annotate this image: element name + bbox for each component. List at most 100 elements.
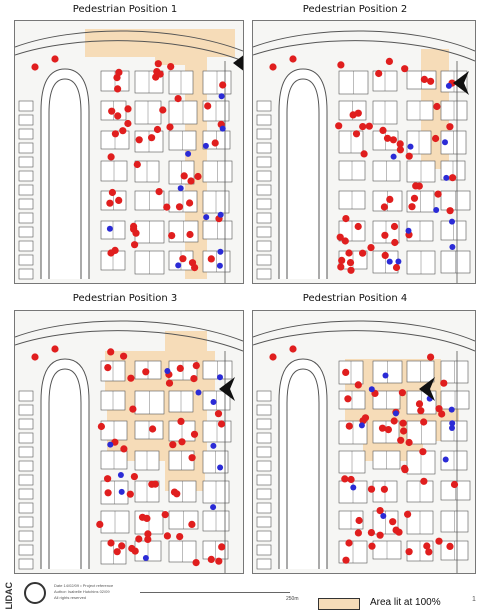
street-lamp-blue <box>210 504 217 511</box>
plot-outline <box>18 558 34 570</box>
street-lamp-red <box>289 55 297 63</box>
scale-label: 250m <box>286 596 299 602</box>
map-panel-1 <box>14 20 244 284</box>
street-lamp-red <box>169 441 177 449</box>
street-lamp-red <box>138 513 147 521</box>
plot-outline <box>256 544 272 556</box>
street-lamp-red <box>349 111 357 119</box>
plot-outline <box>256 128 272 140</box>
street-lamp-red <box>163 203 171 211</box>
street-lamp-red <box>395 528 403 536</box>
street-lamp-blue <box>217 374 223 381</box>
plot-outline <box>18 446 34 458</box>
street-lamp-red <box>420 477 428 485</box>
map-svg-3 <box>15 320 243 573</box>
street-lamp-blue <box>449 425 455 431</box>
plot-outline <box>18 142 34 154</box>
street-lamp-red <box>144 530 152 538</box>
street-lamp-red <box>427 353 435 361</box>
street-lamp-red <box>359 249 367 257</box>
street-lamp-red <box>124 105 132 113</box>
street-lamp-red <box>433 102 441 111</box>
street-lamp-red <box>51 345 59 353</box>
fine-print-line: All rights reserved <box>54 595 87 600</box>
street-lamp-red <box>354 222 362 231</box>
plot-outline <box>18 488 34 500</box>
street-lamp-red <box>179 255 187 263</box>
street-lamp-blue <box>386 258 393 265</box>
street-lamp-red <box>126 490 134 498</box>
street-lamp-red <box>417 407 425 415</box>
plot-outline <box>256 198 272 210</box>
street-lamp-blue <box>405 227 412 234</box>
plot-outline <box>256 418 272 430</box>
plot-outline <box>256 254 272 266</box>
street-lamp-red <box>31 353 39 361</box>
street-lamp-red <box>219 81 227 89</box>
street-lamp-red <box>344 395 352 403</box>
pedestrian-arrow-icon <box>419 377 435 401</box>
street-lamp-red <box>367 244 375 252</box>
street-lamp-red <box>108 188 116 197</box>
street-lamp-red <box>108 107 116 115</box>
street-lamp-red <box>408 203 416 211</box>
street-lamp-red <box>425 548 433 556</box>
street-lamp-blue <box>449 244 456 250</box>
street-lamp-red <box>190 430 199 438</box>
street-lamp-blue <box>442 456 449 463</box>
street-lamp-blue <box>216 262 223 269</box>
street-lamp-blue <box>177 185 184 192</box>
street-lamp-red <box>386 195 394 203</box>
street-lamp-red <box>450 480 459 489</box>
street-lamp-red <box>97 422 105 431</box>
street-lamp-red <box>405 152 413 160</box>
street-lamp-blue <box>117 472 124 478</box>
street-lamp-red <box>375 69 383 78</box>
street-lamp-red <box>148 134 156 142</box>
page-mark: 1 <box>472 596 476 603</box>
street-lamp-red <box>168 232 176 240</box>
street-lamp-blue <box>448 406 455 413</box>
street-lamp-blue <box>203 214 210 221</box>
plot-outline <box>18 268 34 280</box>
street-lamp-red <box>155 188 163 196</box>
street-lamp-red <box>405 548 413 556</box>
street-lamp-red <box>446 542 454 550</box>
map-svg-4 <box>253 320 475 573</box>
plot-outline <box>18 240 34 252</box>
map-svg-1 <box>15 29 243 283</box>
street-lamp-red <box>383 134 392 142</box>
street-lamp-blue <box>210 442 217 449</box>
street-lamp-red <box>432 134 440 143</box>
plot-outline <box>256 530 272 542</box>
street-lamp-blue <box>380 513 387 519</box>
street-lamp-red <box>335 122 343 130</box>
street-lamp-red <box>401 466 409 474</box>
street-lamp-red <box>119 127 127 135</box>
street-lamp-red <box>186 199 194 207</box>
street-lamp-red <box>107 348 115 356</box>
map-panel-3 <box>14 310 244 574</box>
street-lamp-red <box>390 222 399 231</box>
street-lamp-red <box>440 379 448 387</box>
street-lamp-red <box>180 172 188 180</box>
plot-outline <box>18 184 34 196</box>
street-lamp-red <box>389 518 397 526</box>
street-lamp-red <box>113 74 121 82</box>
street-lamp-red <box>381 231 389 239</box>
street-lamp-red <box>423 542 431 550</box>
street-lamp-red <box>404 510 412 518</box>
street-lamp-red <box>367 529 375 537</box>
street-lamp-red <box>204 102 212 110</box>
street-lamp-red <box>360 150 368 158</box>
street-lamp-blue <box>218 93 225 100</box>
panel-3-title: Pedestrian Position 3 <box>72 293 178 304</box>
plot-outline <box>18 474 34 486</box>
street-lamp-red <box>419 448 427 456</box>
street-lamp-blue <box>217 248 224 255</box>
panel-2-title: Pedestrian Position 2 <box>302 4 408 15</box>
street-lamp-red <box>338 256 346 264</box>
road-outline <box>15 30 243 52</box>
street-lamp-red <box>435 405 443 413</box>
street-lamp-blue <box>106 225 113 232</box>
